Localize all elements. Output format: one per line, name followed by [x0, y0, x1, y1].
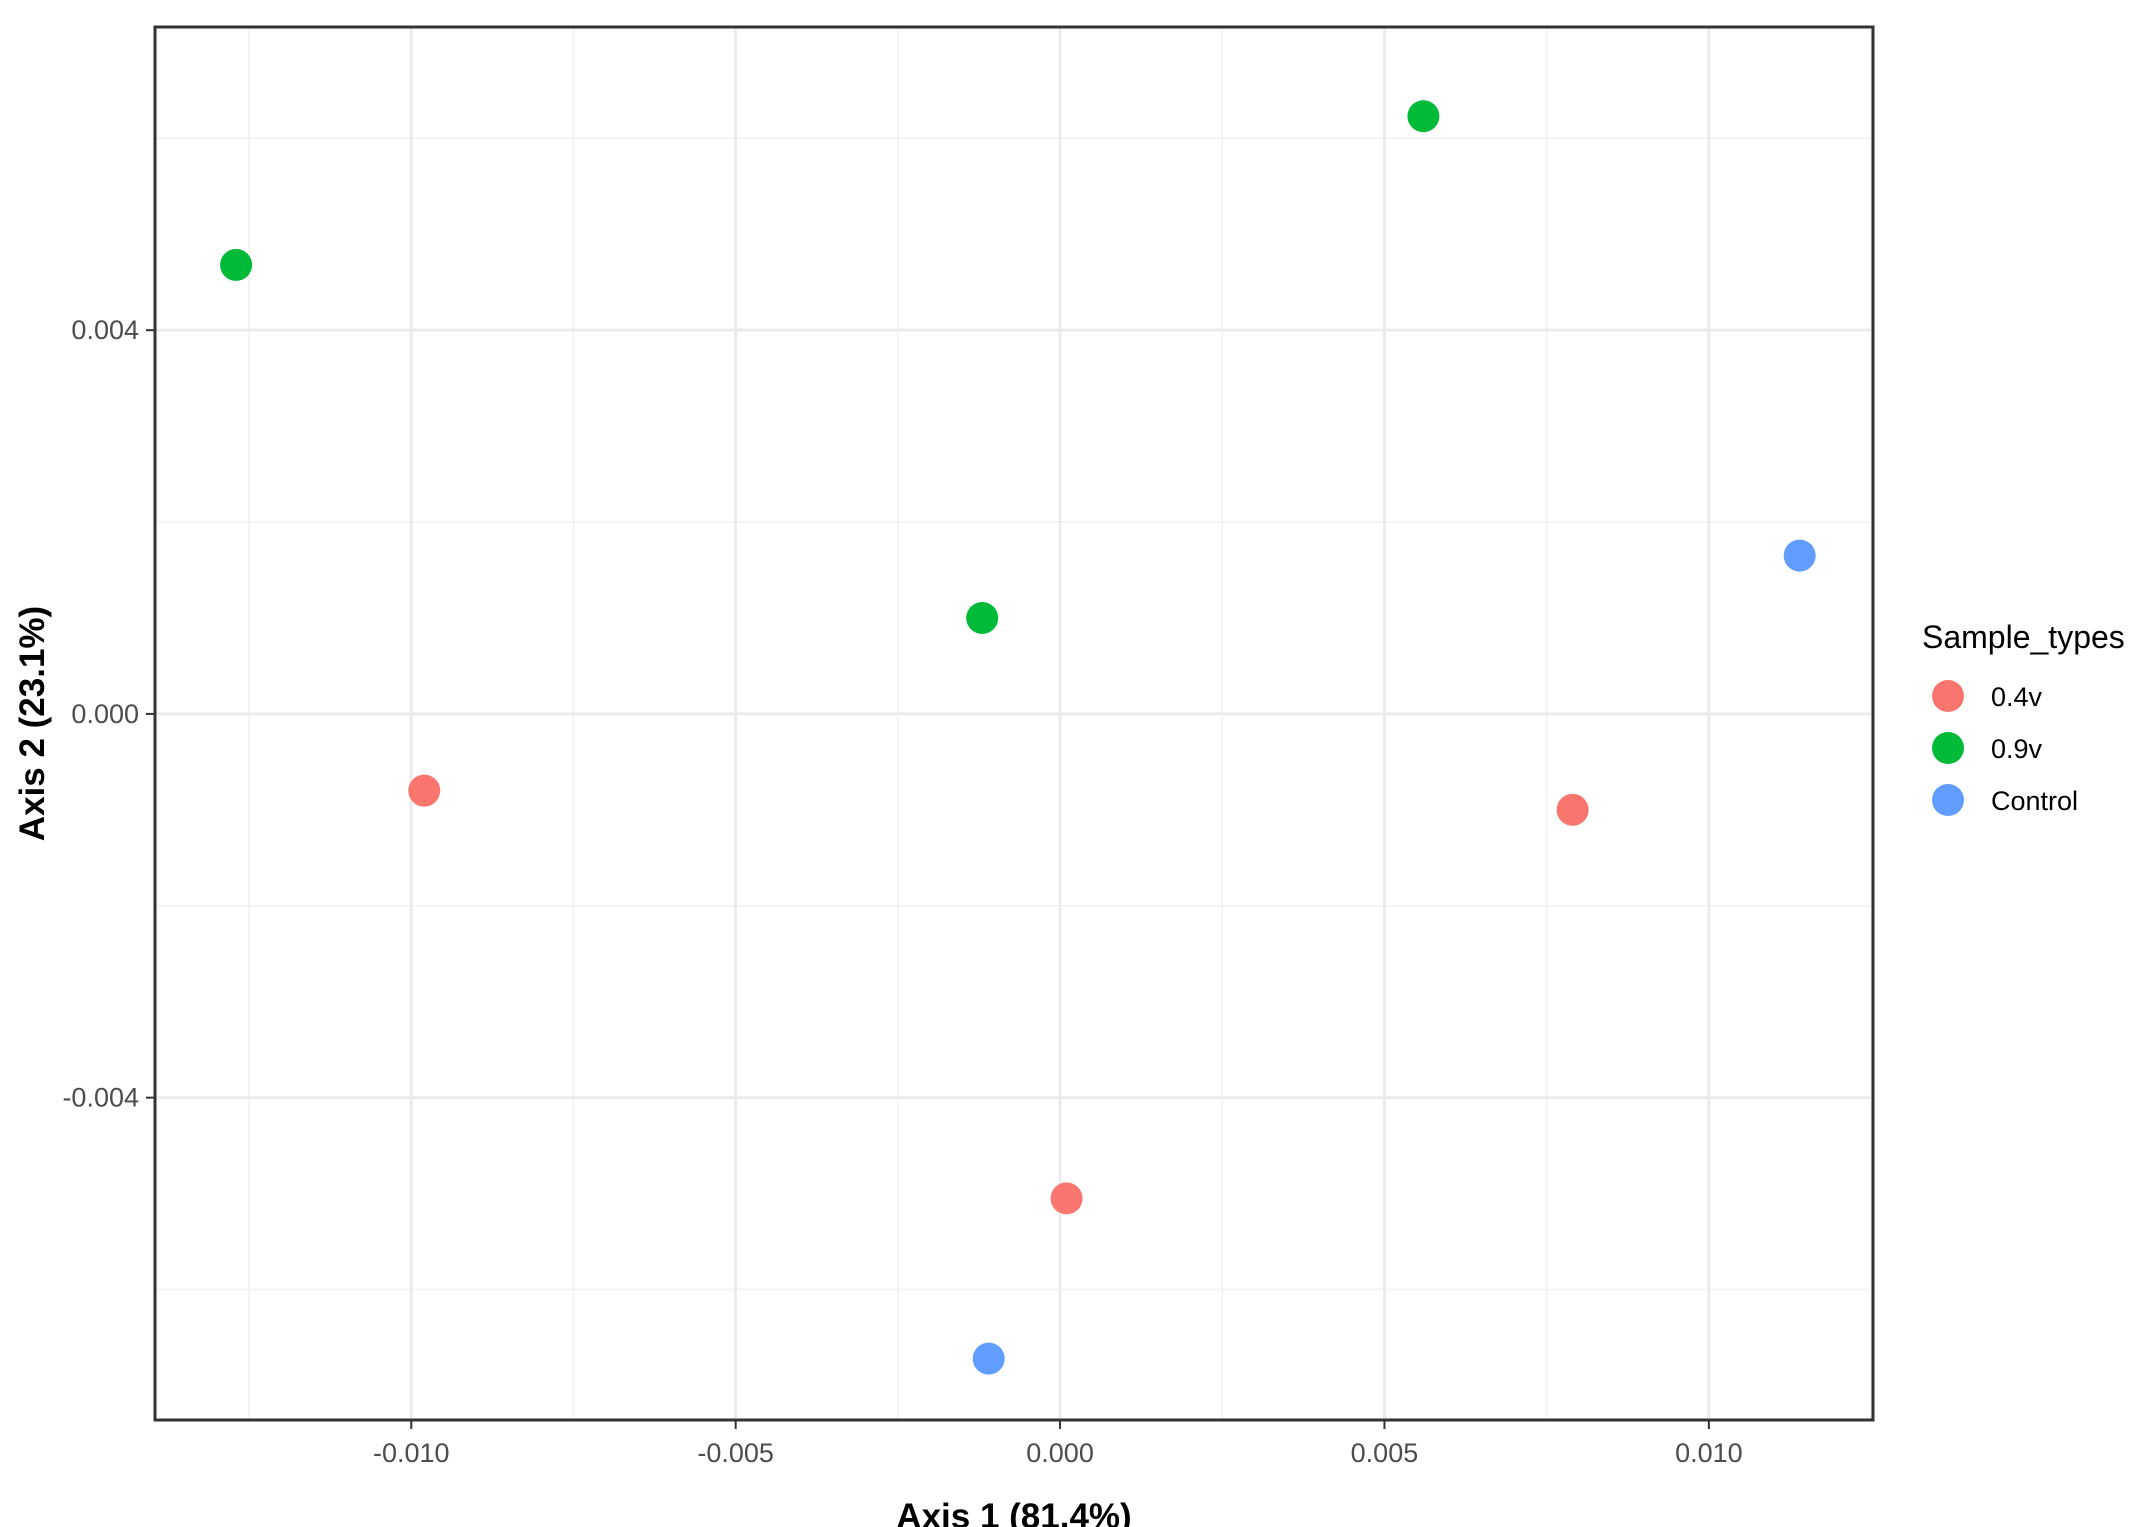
major-gridlines	[155, 27, 1873, 1420]
panel-border	[153, 25, 1875, 1422]
x-tick-label: 0.010	[1675, 1438, 1743, 1468]
legend: Sample_types 0.4v 0.9v Control	[1922, 619, 2125, 816]
x-tick-label: 0.000	[1026, 1438, 1094, 1468]
x-axis: -0.010 -0.005 0.000 0.005 0.010	[373, 1420, 1743, 1468]
legend-key-0-9v	[1932, 732, 1964, 764]
data-points	[220, 100, 1816, 1375]
data-point-0-9v	[1407, 100, 1440, 133]
panel-background	[155, 27, 1873, 1420]
data-point-0-9v	[220, 248, 253, 281]
legend-title: Sample_types	[1922, 619, 2125, 655]
x-tick-label: -0.005	[697, 1438, 774, 1468]
legend-key-control	[1932, 784, 1964, 816]
data-point-0-9v	[966, 601, 999, 634]
legend-label: Control	[1991, 786, 2078, 816]
data-point-0-4v	[1050, 1182, 1083, 1215]
y-tick-label: -0.004	[62, 1083, 139, 1113]
y-tick-label: 0.000	[71, 699, 139, 729]
legend-label: 0.9v	[1991, 734, 2043, 764]
plot-panel	[153, 25, 1875, 1422]
minor-gridlines	[155, 27, 1873, 1420]
data-point-control	[1783, 539, 1816, 572]
y-axis-title: Axis 2 (23.1%)	[13, 606, 52, 841]
x-axis-title: Axis 1 (81.4%)	[896, 1497, 1131, 1527]
x-tick-label: -0.010	[373, 1438, 450, 1468]
y-tick-label: 0.004	[71, 315, 139, 345]
data-point-0-4v	[1556, 793, 1589, 826]
legend-label: 0.4v	[1991, 682, 2043, 712]
y-axis: -0.004 0.000 0.004	[62, 315, 155, 1113]
data-point-control	[972, 1342, 1005, 1375]
legend-key-0-4v	[1932, 680, 1964, 712]
data-point-0-4v	[408, 774, 441, 807]
x-tick-label: 0.005	[1351, 1438, 1419, 1468]
